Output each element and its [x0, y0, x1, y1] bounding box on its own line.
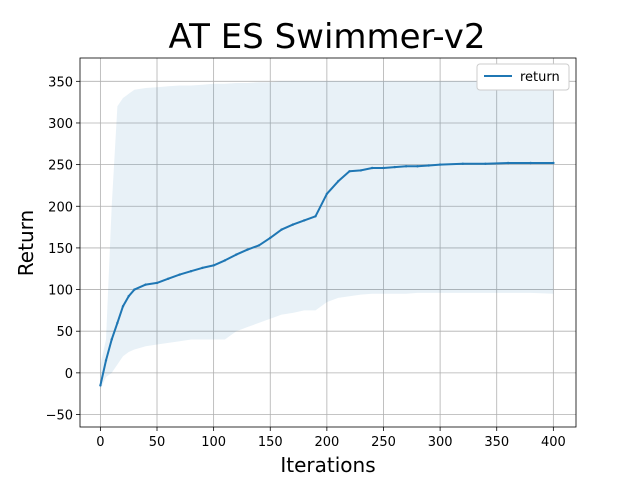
- x-tick-label: 150: [258, 435, 283, 450]
- data-point: [167, 277, 170, 280]
- y-tick-label: −50: [46, 409, 73, 424]
- y-axis-label: Return: [14, 210, 38, 276]
- data-point: [223, 259, 227, 262]
- x-tick-label: 300: [428, 435, 453, 450]
- x-tick-label: 400: [541, 435, 566, 450]
- y-tick-label: 50: [56, 325, 73, 340]
- data-point: [235, 253, 238, 256]
- x-tick-label: 250: [371, 435, 396, 450]
- x-tick-label: 350: [484, 435, 509, 450]
- chart-title: AT ES Swimmer-v2: [169, 17, 486, 57]
- data-point: [257, 244, 261, 247]
- std-band: [100, 81, 554, 390]
- y-tick-label: 0: [65, 367, 73, 382]
- y-tick-label: 200: [48, 200, 73, 215]
- data-point: [416, 165, 419, 168]
- data-point: [178, 273, 181, 276]
- data-point: [438, 163, 442, 166]
- x-tick-label: 50: [149, 435, 166, 450]
- data-point: [325, 192, 329, 195]
- data-point: [246, 248, 249, 251]
- series-lines: [99, 161, 555, 387]
- data-point: [121, 305, 125, 308]
- data-point: [314, 215, 317, 218]
- x-tick-label: 200: [314, 435, 339, 450]
- y-tick-label: 250: [48, 159, 73, 174]
- grid: [80, 58, 576, 427]
- data-point: [404, 165, 408, 168]
- data-point: [127, 295, 130, 298]
- data-point: [144, 283, 147, 286]
- data-point: [104, 359, 108, 362]
- legend-label: return: [520, 70, 560, 85]
- data-point: [484, 162, 487, 165]
- data-point: [371, 166, 374, 170]
- plot-frame: [79, 57, 577, 428]
- data-point: [133, 288, 136, 291]
- data-point: [303, 219, 306, 222]
- data-point: [552, 161, 555, 165]
- data-point: [427, 164, 430, 167]
- data-point: [359, 169, 362, 172]
- x-tick-label: 100: [201, 435, 226, 450]
- y-tick-label: 350: [48, 75, 73, 90]
- x-ticks: 0 50 100 150 200 250 300 350 400: [96, 427, 566, 450]
- data-point: [506, 161, 510, 165]
- data-point: [291, 223, 295, 226]
- data-point: [99, 384, 102, 387]
- x-tick-label: 0: [96, 435, 104, 450]
- series-band: [100, 81, 554, 390]
- y-tick-label: 150: [48, 242, 73, 257]
- data-point: [269, 236, 272, 240]
- data-point: [337, 180, 340, 183]
- data-point: [348, 170, 351, 173]
- data-point: [382, 166, 385, 170]
- y-ticks: −50 0 50 100 150 200 250 300 350: [46, 75, 80, 424]
- x-axis-label: Iterations: [280, 453, 375, 477]
- data-point: [110, 338, 113, 341]
- data-point: [529, 161, 532, 165]
- legend-box: [476, 63, 570, 91]
- data-point: [155, 281, 159, 285]
- data-point: [212, 264, 215, 267]
- data-point: [393, 165, 396, 169]
- data-point: [189, 270, 193, 273]
- y-tick-label: 300: [48, 117, 73, 132]
- data-point: [461, 162, 464, 165]
- data-point: [201, 266, 204, 270]
- y-tick-label: 100: [48, 284, 73, 299]
- legend: return: [476, 63, 570, 91]
- data-point: [116, 321, 119, 325]
- data-point: [280, 228, 283, 231]
